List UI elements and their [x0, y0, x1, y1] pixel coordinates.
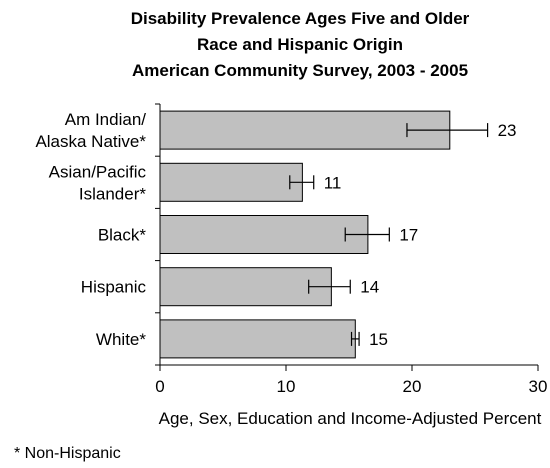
bar [159, 319, 356, 359]
category-label: Islander* [79, 184, 146, 203]
footnote: * Non-Hispanic [14, 445, 121, 462]
data-label: 15 [369, 330, 388, 349]
x-tick-label: 30 [529, 377, 548, 396]
bar [159, 215, 369, 254]
chart-title-line: American Community Survey, 2003 - 2005 [132, 61, 468, 80]
category-label: Hispanic [81, 278, 147, 297]
x-tick-label: 20 [403, 377, 422, 396]
chart-title-line: Disability Prevalence Ages Five and Olde… [131, 9, 470, 28]
chart-title: Disability Prevalence Ages Five and Olde… [131, 9, 470, 80]
x-tick-label: 0 [155, 377, 164, 396]
bar [159, 162, 303, 202]
x-tick-label: 10 [277, 377, 296, 396]
category-label: Alaska Native* [35, 132, 146, 151]
data-label: 14 [360, 278, 379, 297]
category-label: Black* [98, 226, 147, 245]
bar [159, 110, 451, 150]
chart-title-line: Race and Hispanic Origin [197, 35, 403, 54]
category-label: Asian/Pacific [49, 162, 147, 181]
data-label: 17 [399, 226, 418, 245]
category-label: White* [96, 330, 146, 349]
x-axis-label: Age, Sex, Education and Income-Adjusted … [159, 409, 542, 428]
bar [159, 267, 332, 307]
category-label: Am Indian/ [65, 110, 147, 129]
data-label: 11 [324, 173, 342, 192]
data-label: 23 [498, 121, 517, 140]
plot-area: 0 10 20 30 23 Am Indian/Alaska Native* 11 Asian… [35, 103, 548, 396]
